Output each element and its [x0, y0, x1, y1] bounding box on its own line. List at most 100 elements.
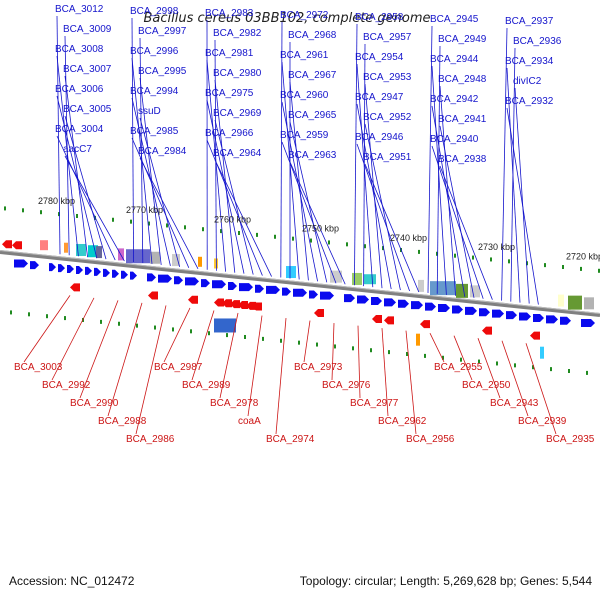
forward-gene-label: BCA_3007 [63, 64, 112, 75]
tick-mark [532, 365, 534, 370]
forward-gene-label: BCA_2947 [355, 92, 404, 103]
feature-block [352, 272, 362, 285]
feature-block [40, 240, 48, 251]
forward-gene-arrow [282, 287, 291, 296]
reverse-gene-arrow [188, 295, 198, 304]
accession-text: Accession: NC_012472 [9, 574, 135, 588]
reverse-gene-arrow [482, 326, 492, 335]
feature-block [558, 294, 564, 307]
feature-block [584, 297, 594, 310]
scale-label: 2770 kbp [126, 205, 163, 215]
feature-block [364, 274, 376, 285]
reverse-gene-arrow [252, 302, 262, 311]
scale-label: 2730 kbp [478, 242, 515, 252]
forward-gene-arrow [147, 273, 156, 282]
map-title: Bacillus cereus 03BB102, complete genome [143, 11, 430, 26]
topology-text: Topology: circular; Length: 5,269,628 bp… [299, 574, 592, 588]
feature-block [470, 285, 480, 298]
feature-block [418, 279, 424, 292]
tick-mark [76, 213, 78, 218]
forward-gene-arrow [479, 308, 490, 317]
reverse-gene-label: BCA_2992 [42, 380, 91, 391]
tick-mark [526, 261, 528, 266]
forward-label-leader [131, 137, 190, 268]
forward-label-leader [139, 37, 144, 263]
forward-gene-arrow [452, 305, 463, 314]
forward-gene-arrow [14, 259, 28, 268]
reverse-gene-arrow [314, 308, 324, 317]
forward-gene-label: BCA_2972 [280, 10, 329, 21]
reverse-label-leader [23, 295, 71, 363]
reverse-label-leader [357, 325, 361, 399]
forward-label-leader [56, 135, 116, 261]
reverse-gene-label: BCA_2939 [518, 416, 567, 427]
forward-gene-arrow [357, 295, 369, 304]
reverse-gene-label: BCA_2977 [350, 398, 399, 409]
forward-gene-label: BCA_2967 [288, 70, 337, 81]
tick-mark [514, 363, 516, 368]
feature-block [456, 283, 468, 298]
tick-mark [424, 353, 426, 358]
reverse-label-leader [429, 332, 445, 363]
scale-label: 2750 kbp [302, 224, 339, 234]
tick-mark [442, 355, 444, 360]
reverse-gene-label: BCA_2950 [462, 380, 511, 391]
tick-mark [310, 238, 312, 243]
reverse-gene-arrow [530, 331, 540, 340]
feature-block [88, 245, 98, 258]
reverse-label-leader [381, 328, 389, 417]
forward-gene-label: BCA_2942 [430, 94, 479, 105]
forward-gene-arrow [266, 285, 280, 294]
reverse-gene-arrow [384, 316, 394, 325]
forward-gene-label: BCA_2996 [130, 46, 179, 57]
tick-mark [334, 344, 336, 349]
reverse-label-leader [51, 297, 95, 381]
forward-label-leader [281, 101, 318, 282]
forward-gene-arrow [239, 283, 253, 292]
forward-gene-arrow [228, 281, 237, 290]
tick-mark [580, 266, 582, 271]
forward-gene-arrow [158, 274, 172, 283]
forward-label-leader [501, 27, 508, 301]
forward-gene-label: BCA_2995 [138, 66, 187, 77]
forward-gene-label: BCA_2994 [130, 86, 179, 97]
reverse-label-leader [107, 302, 143, 417]
forward-gene-label: BCA_2975 [205, 88, 254, 99]
reverse-gene-label: BCA_2986 [126, 434, 175, 445]
tick-mark [562, 265, 564, 270]
forward-label-leader [64, 75, 88, 258]
tick-mark [550, 367, 552, 372]
tick-mark [154, 325, 156, 330]
forward-gene-arrow [438, 303, 450, 312]
forward-label-leader [439, 85, 456, 296]
tick-mark [496, 361, 498, 366]
reverse-gene-label: BCA_2935 [546, 434, 595, 445]
tick-mark [508, 259, 510, 264]
reverse-gene-arrow [214, 298, 224, 307]
forward-gene-label: aacC7 [63, 144, 92, 155]
tick-mark [436, 251, 438, 256]
feature-block [416, 333, 420, 346]
reverse-gene-label: BCA_2943 [490, 398, 539, 409]
reverse-gene-labels: BCA_3003 BCA_2992 BCA_2990 BCA_2988 BCA_2986… [14, 295, 595, 445]
forward-label-leader [514, 87, 530, 304]
tick-mark [328, 240, 330, 245]
reverse-gene-arrow [230, 300, 240, 309]
reverse-gene-label: BCA_2987 [154, 362, 203, 373]
feature-block [64, 242, 68, 253]
reverse-gene-label: BCA_2989 [182, 380, 231, 391]
forward-label-leader [431, 65, 447, 295]
reverse-gene-arrow [148, 291, 158, 300]
tick-mark [406, 352, 408, 356]
tick-mark [166, 223, 168, 228]
reverse-label-leader [191, 310, 215, 381]
tick-mark [22, 208, 24, 213]
tick-mark [490, 257, 492, 262]
forward-gene-label: BCA_2949 [438, 34, 487, 45]
tick-mark [352, 346, 354, 351]
forward-label-leader [214, 79, 236, 273]
forward-gene-label: BCA_2958 [355, 12, 404, 23]
reverse-label-leader [477, 338, 501, 399]
forward-gene-label: BCA_2932 [505, 96, 554, 107]
